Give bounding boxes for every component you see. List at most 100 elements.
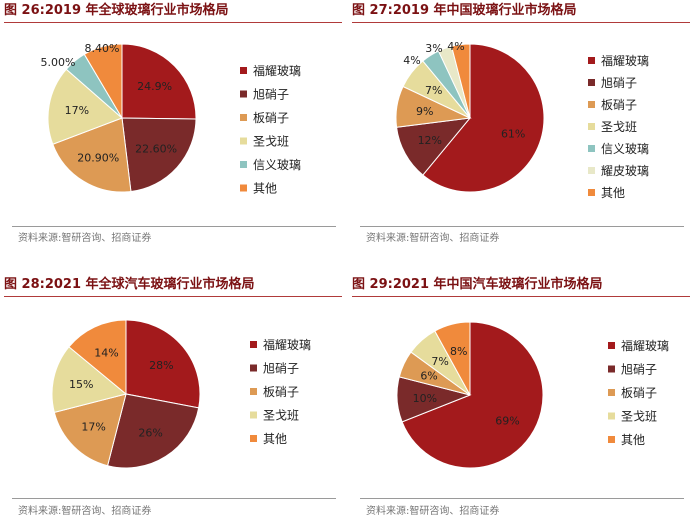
legend-label: 圣戈班 <box>621 410 657 424</box>
legend-swatch <box>240 114 247 121</box>
data-label: 5.00% <box>41 56 76 69</box>
title-divider <box>352 22 690 23</box>
data-label: 7% <box>425 84 442 97</box>
title-divider <box>4 296 342 297</box>
pie-slice <box>125 319 201 409</box>
chart-panel-china-auto-glass-2021: 图 29:2021 年中国汽车玻璃行业市场格局 69% 10% 6% 7% 8% 福耀玻璃… <box>352 274 692 522</box>
legend-label: 福耀玻璃 <box>263 337 311 352</box>
data-label: 4% <box>403 54 420 67</box>
legend-label: 旭硝子 <box>601 76 637 90</box>
legend-label: 板硝子 <box>601 98 637 112</box>
source-divider <box>12 498 336 499</box>
source-note: 资料来源:智研咨询、招商证券 <box>366 233 500 244</box>
data-label: 10% <box>413 392 437 405</box>
legend-swatch <box>608 365 615 373</box>
legend-label: 其他 <box>263 432 287 446</box>
legend-swatch <box>250 388 257 395</box>
source-note: 资料来源:智研咨询、招商证券 <box>18 233 152 244</box>
legend-label: 福耀玻璃 <box>601 53 649 68</box>
legend-swatch <box>588 79 595 86</box>
source-note: 资料来源:智研咨询、招商证券 <box>18 506 152 517</box>
data-label: 4% <box>447 40 464 53</box>
legend-label: 其他 <box>601 186 625 200</box>
pie-slice <box>106 393 200 469</box>
data-label: 3% <box>425 42 442 55</box>
pie-chart: 24.9% 22.60% 20.90% 17% 5.00% 8.40% 福耀玻璃旭硝子板硝子… <box>41 42 301 196</box>
legend-label: 其他 <box>621 433 645 447</box>
source-divider <box>12 226 336 227</box>
data-label: 28% <box>149 359 173 372</box>
legend-swatch <box>608 436 615 443</box>
data-label: 17% <box>65 104 89 117</box>
chart-title: 图 26:2019 年全球玻璃行业市场格局 <box>4 3 229 18</box>
pie-slice <box>121 117 197 193</box>
pie-slice <box>51 346 128 414</box>
chart-title: 图 29:2021 年中国汽车玻璃行业市场格局 <box>352 277 603 292</box>
pie-slice <box>52 117 132 193</box>
pie-slice <box>47 68 123 145</box>
data-label: 69% <box>495 414 519 427</box>
data-label: 8.40% <box>85 42 120 55</box>
legend-label: 信义玻璃 <box>253 158 301 172</box>
data-label: 24.9% <box>137 80 172 93</box>
data-label: 9% <box>416 105 433 118</box>
legend-label: 板硝子 <box>621 386 657 400</box>
legend-swatch <box>250 411 257 419</box>
data-label: 12% <box>418 134 442 147</box>
legend-swatch <box>250 364 257 372</box>
data-label: 22.60% <box>135 143 177 156</box>
legend-swatch <box>588 167 595 174</box>
legend-label: 圣戈班 <box>263 409 299 423</box>
legend-swatch <box>588 189 595 196</box>
title-divider <box>4 22 342 23</box>
legend-label: 圣戈班 <box>601 120 637 134</box>
pie-slice <box>53 393 127 467</box>
legend-label: 旭硝子 <box>621 363 657 377</box>
legend-swatch <box>240 137 247 145</box>
chart-panel-global-auto-glass-2021: 图 28:2021 年全球汽车玻璃行业市场格局 28% 26% 17% 15% 14% 福… <box>4 274 344 522</box>
source-divider <box>360 498 684 499</box>
pie-slice <box>434 321 471 396</box>
legend-swatch <box>240 90 247 98</box>
source-note: 资料来源:智研咨询、招商证券 <box>366 506 500 517</box>
data-label: 61% <box>501 128 525 141</box>
data-label: 26% <box>138 427 162 440</box>
legend-label: 其他 <box>253 182 277 196</box>
legend-swatch <box>250 435 257 442</box>
legend-label: 板硝子 <box>253 111 289 125</box>
legend-label: 板硝子 <box>263 385 299 399</box>
pie-slice <box>121 43 197 120</box>
pie-slice <box>401 321 544 469</box>
legend-swatch <box>240 67 247 74</box>
chart-title: 图 27:2019 年中国玻璃行业市场格局 <box>352 3 577 18</box>
legend-swatch <box>588 123 595 130</box>
legend-label: 耀皮玻璃 <box>601 164 649 178</box>
pie-slice <box>68 319 127 396</box>
data-label: 7% <box>431 355 448 368</box>
chart-title: 图 28:2021 年全球汽车玻璃行业市场格局 <box>4 277 255 292</box>
legend-swatch <box>588 57 595 64</box>
legend-label: 信义玻璃 <box>601 142 649 156</box>
legend-swatch <box>588 101 595 108</box>
legend-swatch <box>240 184 247 192</box>
title-divider <box>352 296 690 297</box>
data-label: 6% <box>420 370 437 383</box>
pie-slice <box>422 43 545 193</box>
legend-swatch <box>608 342 615 349</box>
legend-swatch <box>608 389 615 396</box>
chart-panel-global-glass-2019: 图 26:2019 年全球玻璃行业市场格局 24.9% 22.60% 20.90% 1… <box>4 0 344 250</box>
legend-label: 福耀玻璃 <box>621 338 669 353</box>
data-label: 15% <box>69 378 93 391</box>
data-label: 14% <box>94 346 118 359</box>
legend-swatch <box>608 412 615 420</box>
legend-swatch <box>250 341 257 348</box>
data-label: 17% <box>81 420 105 433</box>
data-label: 8% <box>450 345 467 358</box>
data-label: 20.90% <box>77 151 119 164</box>
legend-label: 旭硝子 <box>263 362 299 376</box>
legend-label: 旭硝子 <box>253 88 289 102</box>
pie-slice <box>83 43 123 120</box>
